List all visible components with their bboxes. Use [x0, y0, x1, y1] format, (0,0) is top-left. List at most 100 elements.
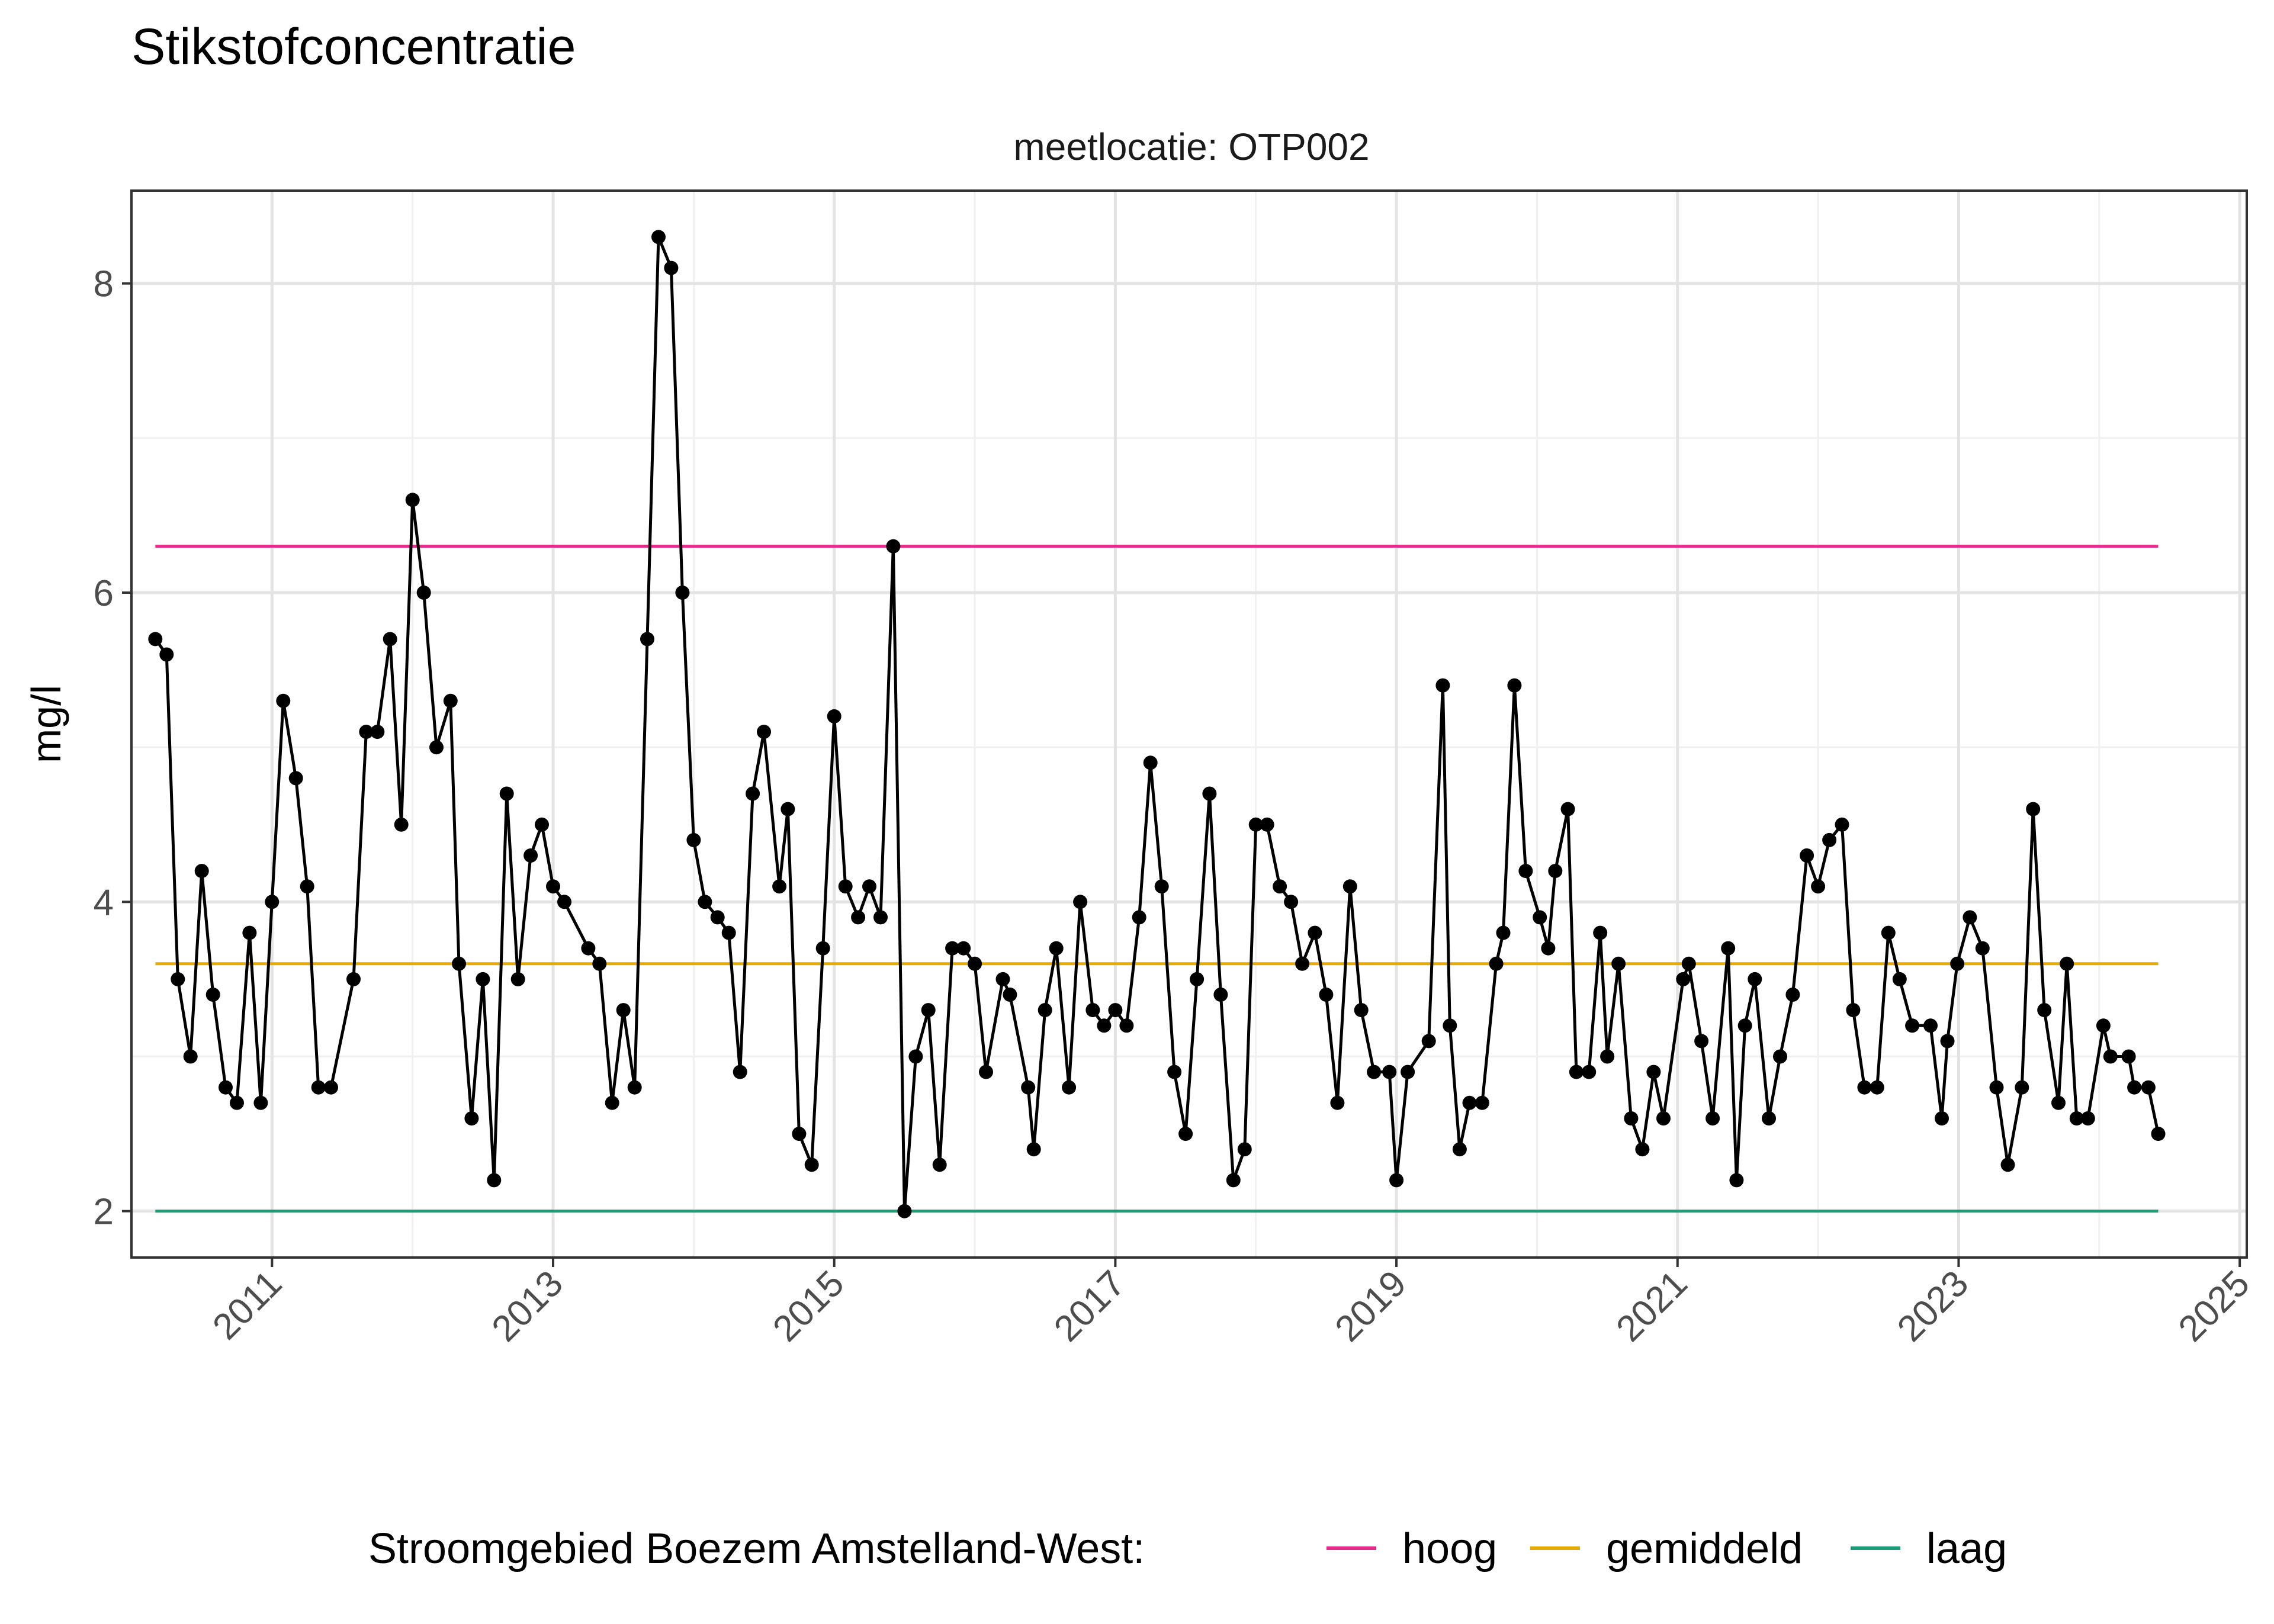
data-point: [1085, 1003, 1100, 1018]
data-point: [1038, 1003, 1052, 1018]
data-point: [1870, 1080, 1884, 1095]
data-point: [862, 879, 876, 894]
data-point: [194, 864, 209, 879]
data-point: [733, 1065, 747, 1079]
data-point: [242, 925, 257, 940]
data-point: [1248, 817, 1263, 832]
data-point: [1462, 1095, 1477, 1110]
data-point: [1935, 1111, 1949, 1125]
data-point: [2000, 1157, 2015, 1172]
data-point: [2037, 1003, 2052, 1018]
data-point: [230, 1095, 244, 1110]
data-point: [2141, 1080, 2156, 1095]
data-point: [1905, 1018, 1920, 1033]
data-point: [1646, 1065, 1661, 1079]
data-point: [1367, 1065, 1382, 1079]
data-point: [394, 817, 409, 832]
data-point: [1389, 1173, 1404, 1188]
data-point: [1656, 1111, 1671, 1125]
chart-title: Stikstofconcentratie: [131, 18, 576, 75]
data-point: [499, 786, 514, 801]
data-point: [535, 817, 549, 832]
series-layer: [148, 230, 2166, 1218]
data-point: [1108, 1003, 1123, 1018]
data-point: [452, 956, 466, 971]
data-point: [1507, 678, 1522, 693]
data-point: [1143, 755, 1158, 770]
data-point: [546, 879, 560, 894]
data-point: [2060, 956, 2074, 971]
y-tick-label: 8: [94, 264, 114, 305]
data-point: [1132, 910, 1146, 925]
data-point: [1049, 941, 1064, 956]
data-point: [1989, 1080, 2004, 1095]
y-tick-label: 4: [94, 882, 114, 923]
data-point: [171, 972, 185, 986]
data-point: [1569, 1065, 1584, 1079]
data-point: [1694, 1034, 1709, 1049]
data-point: [1308, 925, 1322, 940]
y-tick-label: 2: [94, 1192, 114, 1233]
data-point: [370, 725, 385, 739]
data-point: [1202, 786, 1217, 801]
legend-label-hoog: hoog: [1402, 1525, 1497, 1572]
data-point: [1822, 832, 1837, 847]
data-point: [1273, 879, 1287, 894]
reference-lines: [155, 545, 2159, 1213]
data-point: [932, 1157, 947, 1172]
legend-label-laag: laag: [1926, 1525, 2007, 1572]
data-point: [781, 802, 795, 816]
data-point: [557, 895, 571, 909]
data-point: [1097, 1018, 1112, 1033]
legend-title: Stroomgebied Boezem Amstelland-West:: [368, 1525, 1145, 1572]
data-point: [1892, 972, 1907, 986]
data-point: [1382, 1065, 1397, 1079]
data-point: [675, 586, 690, 600]
data-point: [1560, 802, 1575, 816]
data-point: [464, 1111, 479, 1125]
data-point: [1119, 1018, 1134, 1033]
data-point: [746, 786, 760, 801]
data-point: [1706, 1111, 1720, 1125]
data-point: [183, 1049, 198, 1064]
data-point: [851, 910, 866, 925]
data-point: [1624, 1111, 1639, 1125]
data-point: [1284, 895, 1299, 909]
data-point: [721, 925, 736, 940]
data-point: [476, 972, 490, 986]
data-point: [276, 693, 291, 708]
y-tick-label: 6: [94, 573, 114, 614]
data-point: [1237, 1142, 1252, 1157]
data-point: [405, 493, 420, 507]
data-point: [1582, 1065, 1597, 1079]
data-point: [1548, 864, 1563, 879]
data-point: [1729, 1173, 1744, 1188]
data-point: [1846, 1003, 1861, 1018]
data-point: [1785, 988, 1800, 1002]
data-point: [1541, 941, 1556, 956]
data-point: [253, 1095, 268, 1110]
data-point: [1762, 1111, 1776, 1125]
data-point: [1518, 864, 1533, 879]
data-point: [429, 740, 444, 755]
y-axis-label: mg/l: [23, 685, 69, 763]
data-point: [1021, 1080, 1036, 1095]
data-point: [757, 725, 771, 739]
data-point: [827, 709, 841, 723]
data-point: [1073, 895, 1088, 909]
data-point: [1857, 1080, 1872, 1095]
data-point: [616, 1003, 631, 1018]
data-point: [686, 832, 701, 847]
data-point: [1489, 956, 1504, 971]
data-point: [1676, 972, 1691, 986]
data-point: [772, 879, 787, 894]
data-point: [487, 1173, 502, 1188]
data-point: [1178, 1127, 1193, 1141]
data-point: [921, 1003, 936, 1018]
data-point: [1226, 1173, 1241, 1188]
data-point: [416, 586, 431, 600]
data-point: [2151, 1127, 2166, 1141]
data-point: [664, 261, 679, 275]
data-point: [1748, 972, 1762, 986]
